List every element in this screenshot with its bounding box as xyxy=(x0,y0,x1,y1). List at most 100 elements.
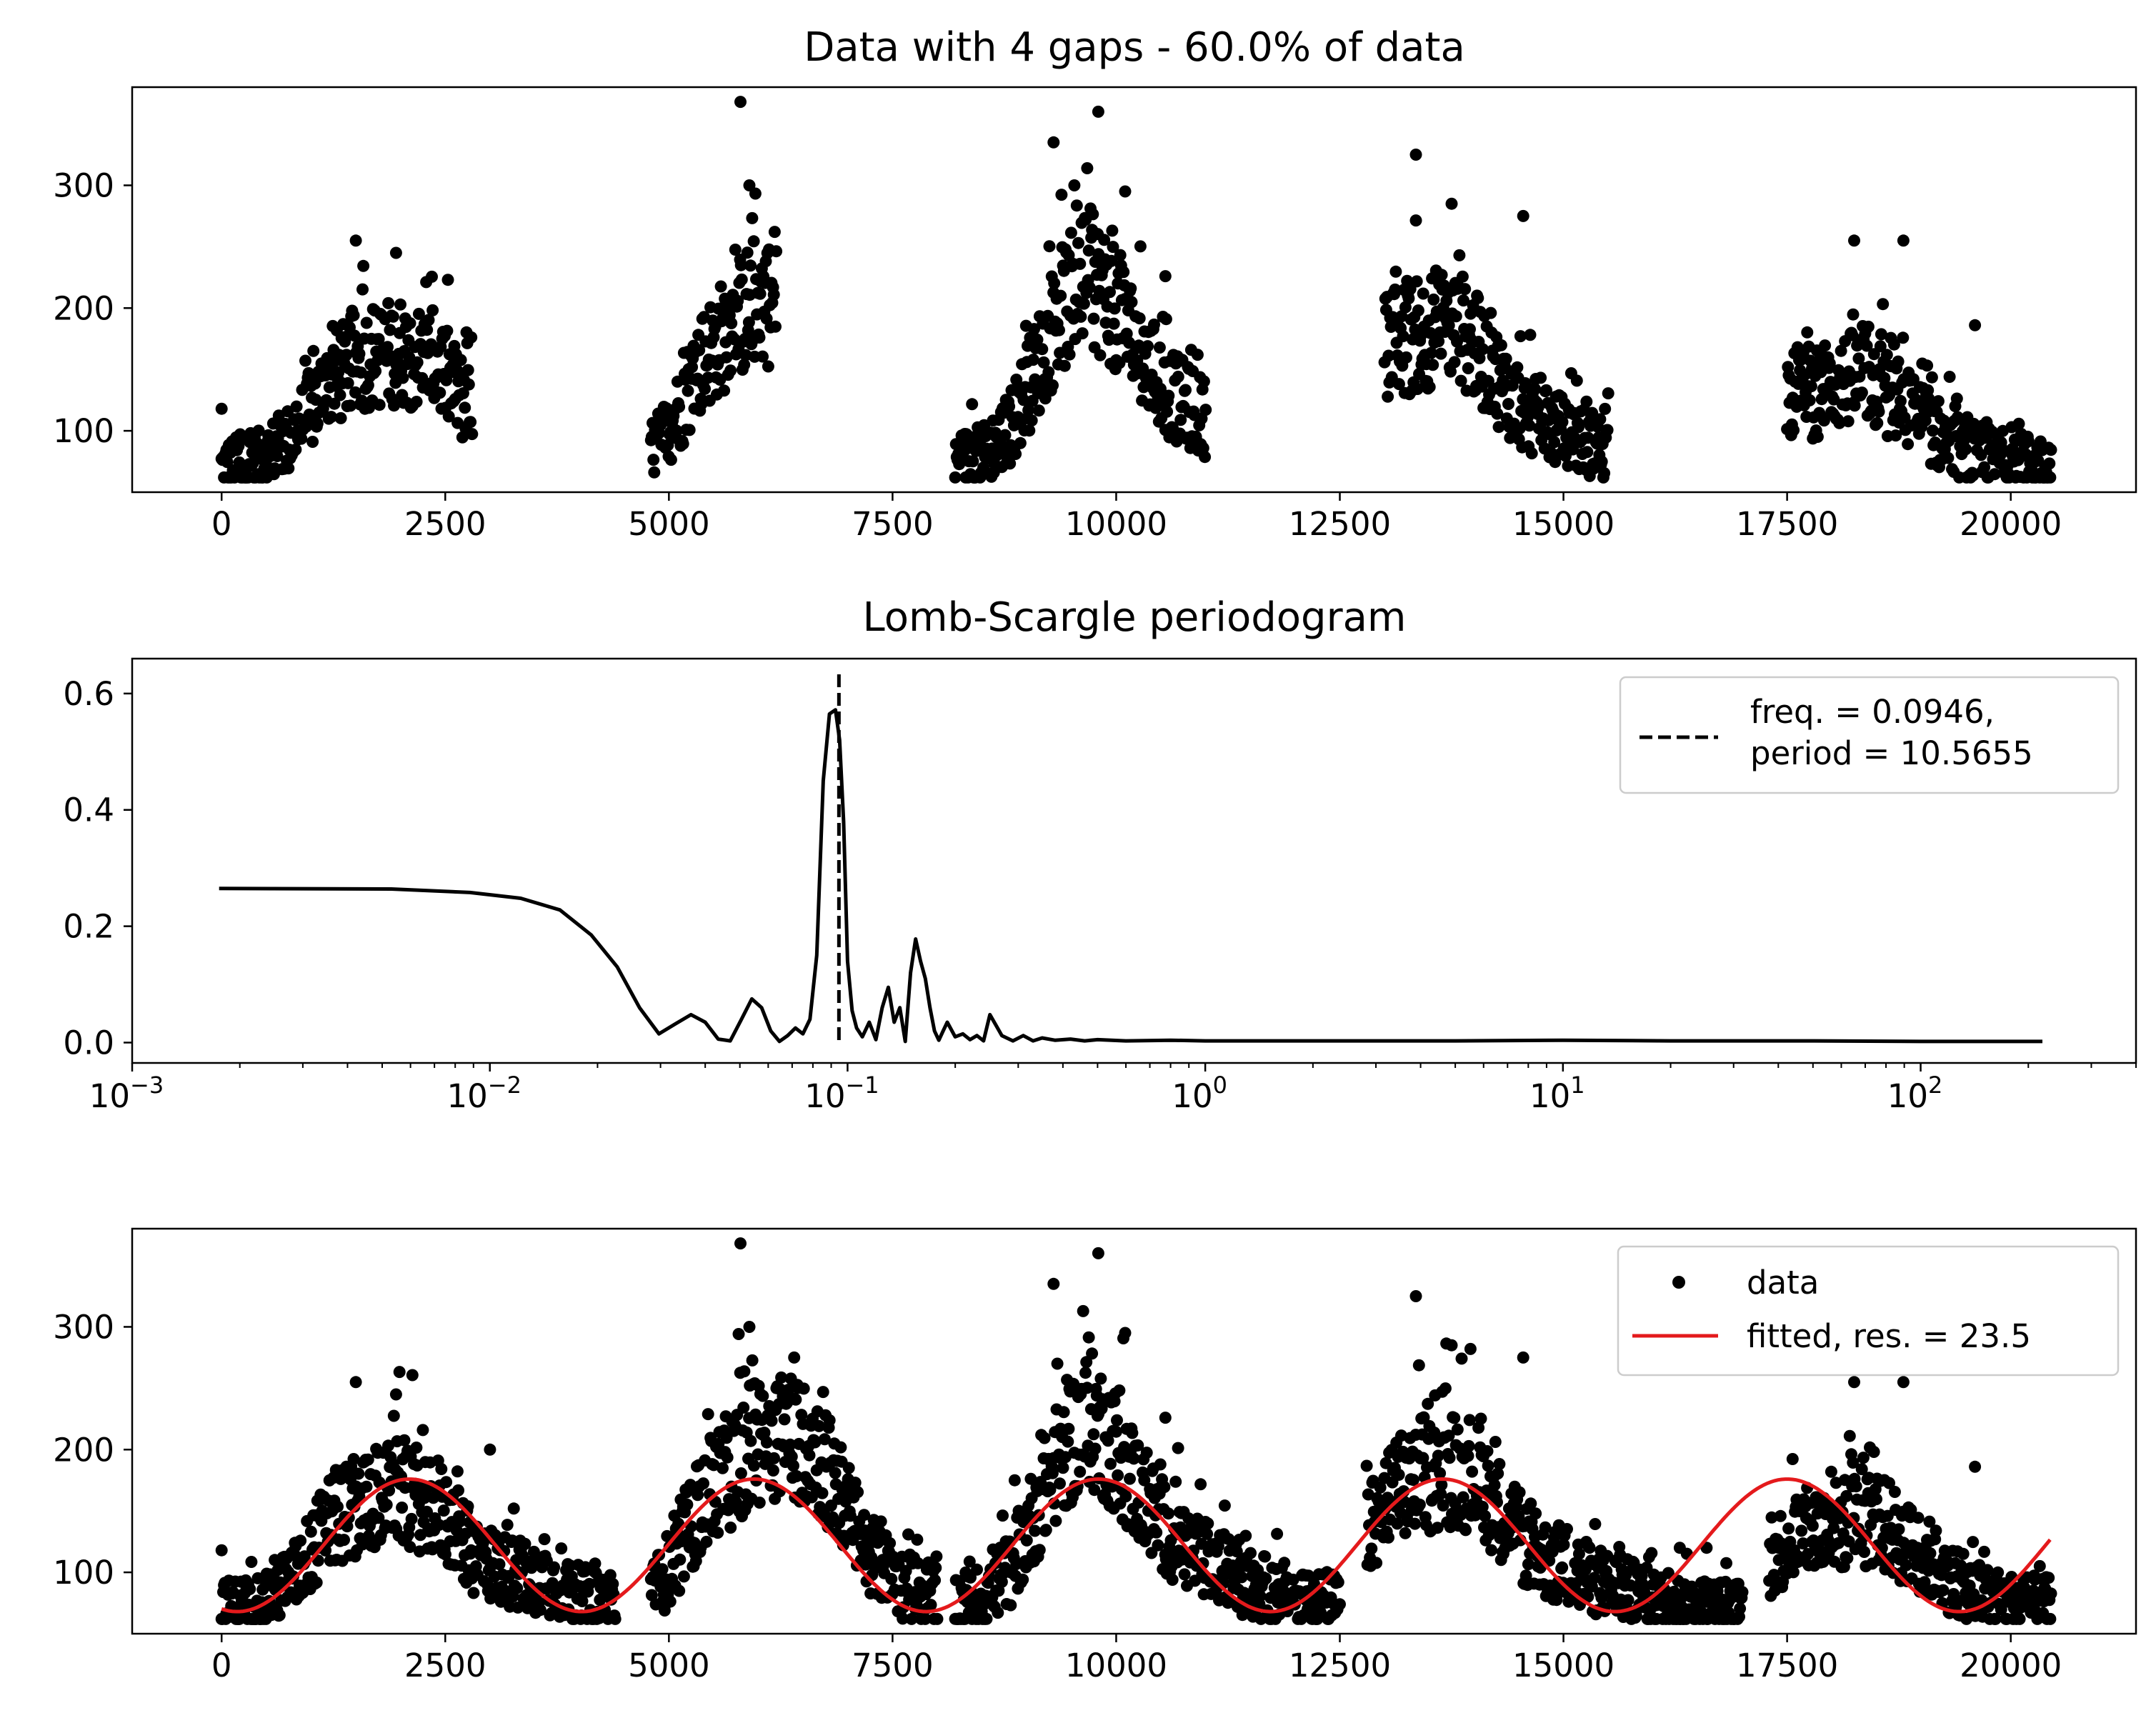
data-point xyxy=(384,324,396,336)
data-point xyxy=(818,1433,831,1446)
data-point xyxy=(754,287,767,300)
panel-2-y-tick-label: 0.2 xyxy=(63,908,114,946)
data-point xyxy=(1062,1422,1075,1435)
data-point xyxy=(734,259,747,271)
data-point xyxy=(1102,1434,1114,1447)
data-point xyxy=(1892,1523,1905,1536)
data-point xyxy=(1529,1507,1542,1520)
data-point xyxy=(1432,1449,1444,1462)
data-point xyxy=(1522,1558,1534,1571)
data-point xyxy=(737,1402,750,1414)
data-point xyxy=(1037,356,1050,369)
data-point xyxy=(245,1556,258,1568)
data-point xyxy=(885,1572,898,1585)
data-point xyxy=(1842,415,1855,428)
data-point xyxy=(442,410,455,423)
data-point xyxy=(1017,413,1029,426)
data-point xyxy=(1212,1539,1224,1552)
data-point xyxy=(803,1449,816,1462)
data-point xyxy=(422,314,435,326)
data-point xyxy=(645,1589,658,1602)
data-point xyxy=(1434,1487,1447,1500)
data-point xyxy=(1153,341,1166,354)
data-point xyxy=(1786,1453,1799,1465)
data-point xyxy=(732,1328,745,1340)
data-point xyxy=(1595,455,1608,468)
data-point xyxy=(778,1413,791,1426)
data-point xyxy=(1158,1481,1171,1494)
panel-2-axes-frame xyxy=(131,657,2137,1064)
data-point xyxy=(1098,234,1111,246)
data-point xyxy=(1479,1509,1492,1522)
data-point xyxy=(729,244,742,256)
outlier-point xyxy=(389,246,402,259)
data-point xyxy=(1042,366,1055,379)
data-point xyxy=(325,411,338,424)
data-point xyxy=(1474,1412,1487,1425)
data-point xyxy=(1072,236,1084,249)
data-point xyxy=(1259,1572,1272,1585)
data-point xyxy=(744,259,757,272)
data-point xyxy=(747,1459,760,1472)
data-point xyxy=(1082,244,1095,257)
outlier-point xyxy=(1119,1327,1132,1339)
data-point xyxy=(721,1451,734,1464)
data-point xyxy=(1570,374,1583,387)
data-point xyxy=(720,351,733,364)
data-point xyxy=(1805,380,1817,393)
data-point xyxy=(1051,1357,1064,1370)
data-point xyxy=(1848,399,1861,412)
data-point xyxy=(1943,371,1956,383)
data-point xyxy=(1399,1527,1412,1539)
data-point xyxy=(1028,323,1040,336)
data-point xyxy=(746,211,759,224)
outlier-point xyxy=(1409,149,1422,161)
data-point xyxy=(1529,383,1542,396)
legend-label-fit: fitted, res. = 23.5 xyxy=(1747,1317,2031,1355)
data-point xyxy=(1179,384,1192,396)
data-point xyxy=(844,1509,857,1522)
data-point xyxy=(911,1533,924,1546)
outlier-point xyxy=(788,1351,801,1364)
data-point xyxy=(1862,320,1875,333)
data-point xyxy=(1152,1539,1164,1552)
data-point xyxy=(1847,1457,1860,1469)
data-point xyxy=(410,396,423,408)
data-point xyxy=(334,389,346,401)
data-point xyxy=(459,401,471,414)
data-point xyxy=(782,1384,795,1396)
data-point xyxy=(1154,1458,1167,1471)
data-point xyxy=(1589,1518,1602,1530)
data-point xyxy=(1912,1512,1925,1524)
data-point xyxy=(1049,1514,1062,1527)
data-point xyxy=(757,1389,769,1402)
panel-3-legend: data fitted, res. = 23.5 xyxy=(1617,1245,2120,1377)
data-point xyxy=(1525,447,1538,460)
data-point xyxy=(404,317,416,329)
panel-1-x-tick-label: 12500 xyxy=(1289,505,1391,543)
data-point xyxy=(1894,394,1907,407)
data-point xyxy=(724,1522,737,1534)
data-point xyxy=(1017,1573,1029,1586)
panel-1-data-points xyxy=(215,96,2057,484)
data-point xyxy=(1942,451,1955,464)
data-point xyxy=(1787,1566,1800,1579)
data-point xyxy=(1057,1462,1069,1474)
data-point xyxy=(534,1604,547,1617)
data-point xyxy=(426,270,438,283)
data-point xyxy=(426,304,439,316)
data-point xyxy=(1736,1586,1749,1599)
data-point xyxy=(1464,323,1476,336)
panel-3-x-tick-label: 7500 xyxy=(852,1647,934,1684)
data-point xyxy=(353,347,366,360)
data-point xyxy=(1488,1479,1501,1492)
data-point xyxy=(1032,404,1045,417)
data-point xyxy=(2044,471,2057,484)
data-point xyxy=(282,462,295,475)
data-point xyxy=(344,399,357,412)
data-point xyxy=(656,1563,669,1576)
data-point xyxy=(1014,436,1027,449)
data-point xyxy=(1494,339,1507,351)
data-point xyxy=(1113,1384,1126,1397)
data-point xyxy=(1087,208,1099,221)
